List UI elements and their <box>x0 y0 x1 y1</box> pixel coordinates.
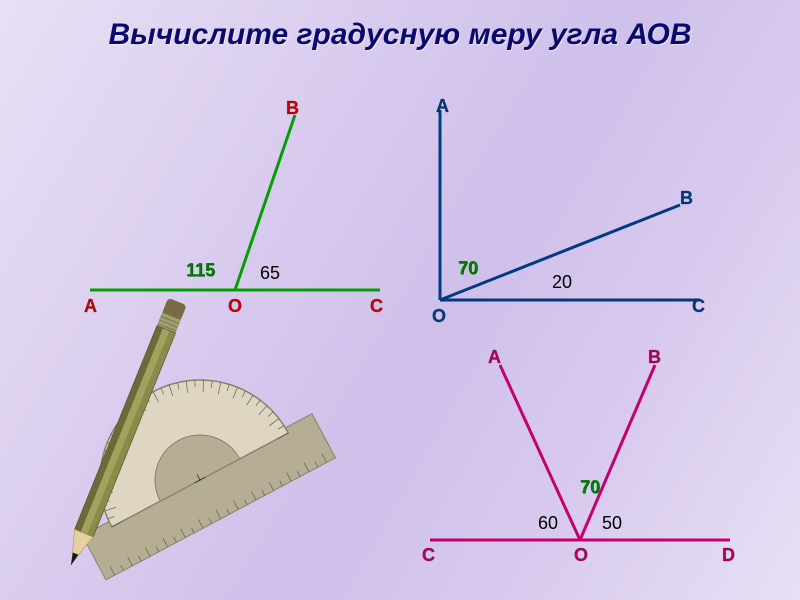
figure-left-svg <box>90 110 380 310</box>
figure-left: А О С В 115 65 <box>90 110 380 310</box>
point-B-2: В <box>680 188 693 209</box>
point-O: О <box>228 296 242 317</box>
point-A-3: A <box>488 347 501 368</box>
pencil-svg <box>140 300 200 600</box>
given-right: 20 <box>552 272 572 293</box>
figure-right: О А С В 70 20 <box>440 110 730 310</box>
given-left: 65 <box>260 263 280 284</box>
point-B-3: B <box>648 347 661 368</box>
point-O-2: О <box>432 306 446 327</box>
given-bottom-right: 50 <box>602 513 622 534</box>
point-C-3: С <box>422 545 435 566</box>
page-title: Вычислите градусную меру угла АОВ <box>0 18 800 52</box>
point-B: В <box>286 98 299 119</box>
point-A: А <box>84 296 97 317</box>
given-bottom-left: 60 <box>538 513 558 534</box>
point-C-2: С <box>692 296 705 317</box>
answer-bottom: 70 <box>580 477 600 498</box>
answer-left: 115 <box>186 260 215 281</box>
answer-right: 70 <box>458 258 478 279</box>
pencil <box>140 300 180 600</box>
figure-bottom-svg <box>430 345 750 565</box>
point-O-3: О <box>574 545 588 566</box>
figure-right-svg <box>440 110 730 310</box>
point-D-3: D <box>722 545 735 566</box>
figure-bottom: С О D A B 70 60 50 <box>430 345 750 565</box>
point-A-2: А <box>436 96 449 117</box>
point-C: С <box>370 296 383 317</box>
